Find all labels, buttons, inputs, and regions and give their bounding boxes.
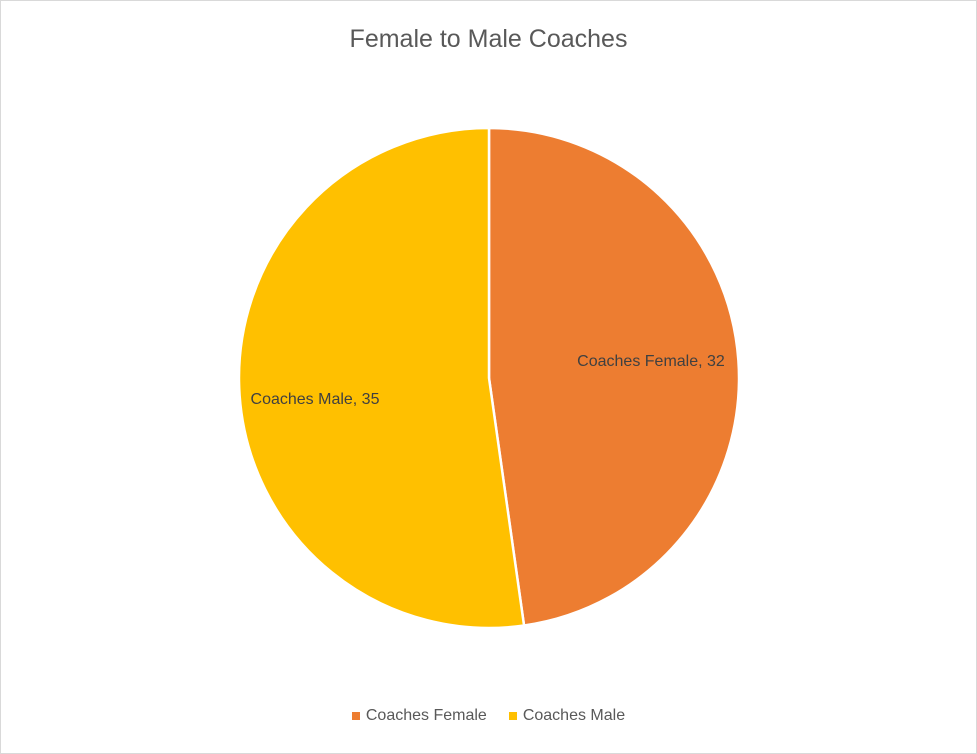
- legend-swatch-female: [351, 712, 360, 720]
- data-label-coaches-male: Coaches Male, 35: [251, 391, 380, 408]
- data-label-coaches-female: Coaches Female, 32: [577, 353, 725, 370]
- pie-slice-coaches-female: [487, 126, 741, 627]
- pie-slice-coaches-male: [237, 126, 526, 630]
- legend-item-male: Coaches Male: [508, 707, 626, 725]
- legend-label-female: Coaches Female: [365, 707, 487, 724]
- chart-title: Female to Male Coaches: [349, 25, 628, 53]
- legend: Coaches Female Coaches Male: [1, 707, 976, 725]
- legend-item-female: Coaches Female: [351, 707, 487, 725]
- legend-swatch-male: [508, 712, 517, 720]
- legend-label-male: Coaches Male: [522, 707, 626, 724]
